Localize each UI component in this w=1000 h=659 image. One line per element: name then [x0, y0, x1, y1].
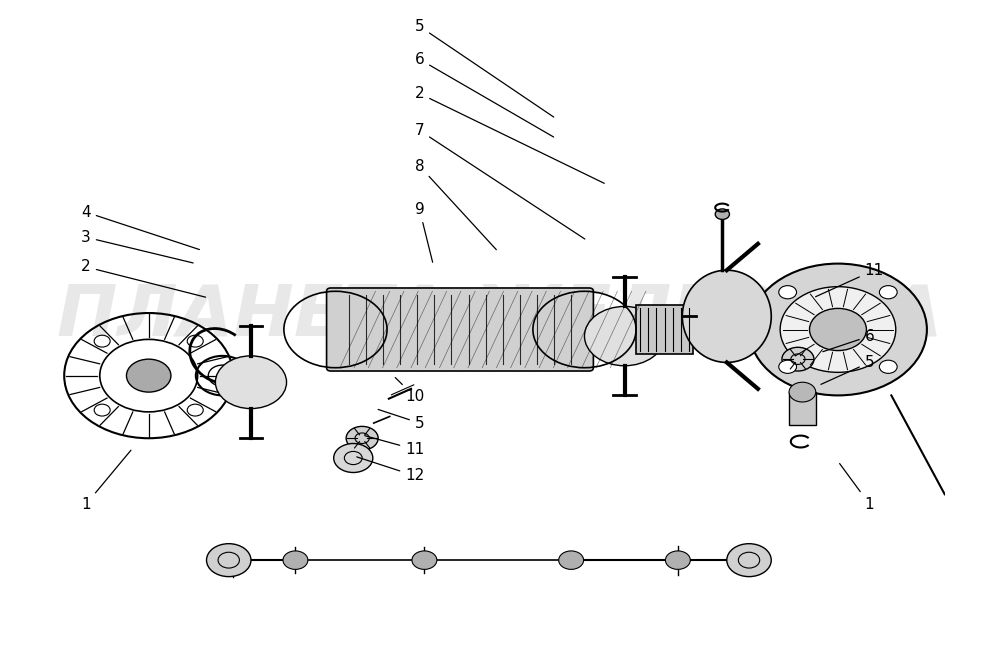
Text: 4: 4: [81, 205, 199, 250]
Text: 2: 2: [415, 86, 604, 183]
Text: 1: 1: [81, 450, 131, 511]
Circle shape: [187, 404, 203, 416]
Ellipse shape: [682, 270, 771, 362]
Text: 5: 5: [821, 355, 874, 384]
Circle shape: [665, 551, 690, 569]
Circle shape: [584, 306, 665, 366]
Circle shape: [412, 551, 437, 569]
Circle shape: [283, 551, 308, 569]
Text: 9: 9: [415, 202, 433, 262]
Text: 1: 1: [840, 463, 874, 511]
Circle shape: [782, 347, 814, 371]
Circle shape: [780, 287, 896, 372]
Circle shape: [215, 356, 287, 409]
Text: 2: 2: [81, 260, 206, 297]
Text: 5: 5: [415, 19, 554, 117]
Text: 3: 3: [81, 230, 193, 263]
Text: 11: 11: [816, 263, 884, 297]
Bar: [636, 304, 693, 355]
Text: 6: 6: [823, 329, 874, 352]
Circle shape: [207, 544, 251, 577]
Circle shape: [715, 209, 729, 219]
Circle shape: [559, 551, 584, 569]
Circle shape: [879, 285, 897, 299]
Circle shape: [334, 444, 373, 473]
Text: ПЛАНЕТА ЖЕЛЕЗЯКА: ПЛАНЕТА ЖЕЛЕЗЯКА: [57, 282, 943, 351]
Text: 8: 8: [415, 159, 496, 250]
Circle shape: [727, 544, 771, 577]
Text: 5: 5: [378, 409, 424, 430]
Text: 10: 10: [395, 378, 424, 404]
Circle shape: [94, 404, 110, 416]
Circle shape: [346, 426, 378, 450]
Circle shape: [789, 382, 816, 402]
Circle shape: [879, 360, 897, 374]
Text: 6: 6: [415, 52, 554, 137]
Text: 12: 12: [357, 457, 424, 483]
Text: 11: 11: [365, 436, 424, 457]
Circle shape: [810, 308, 866, 351]
Circle shape: [126, 359, 171, 392]
Bar: [789, 392, 816, 425]
Circle shape: [749, 264, 927, 395]
Circle shape: [779, 285, 797, 299]
Circle shape: [779, 360, 797, 374]
Circle shape: [187, 335, 203, 347]
Text: 7: 7: [415, 123, 585, 239]
FancyBboxPatch shape: [327, 288, 593, 371]
Circle shape: [94, 335, 110, 347]
